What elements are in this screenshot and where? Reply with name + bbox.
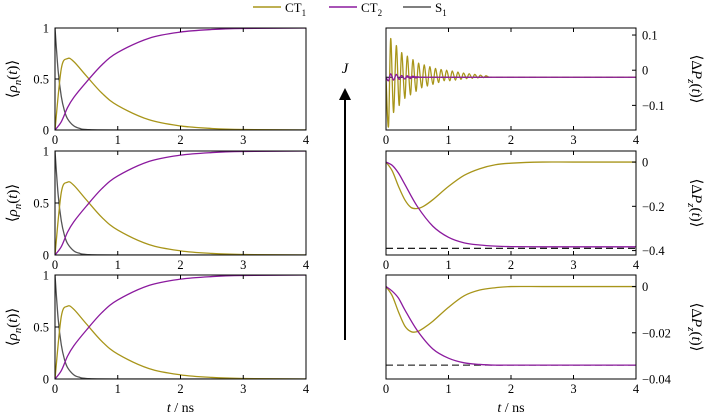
arrow-label: J [342,61,350,77]
y-tick-label: −0.1 [642,99,665,113]
legend-label: S1 [435,0,447,18]
y-axis-label: ⟨ρn(t)⟩ [5,184,24,223]
series-line-ct2 [386,73,636,82]
y-tick-label: −0.04 [642,373,672,387]
panel-left-bottom: 0 1 2 3 4 0 0.5 1 ⟨ρn(t)⟩ t / ns [5,269,310,417]
y-axis-label: ⟨ΔPz(t)⟩ [685,179,704,228]
axes-frame [385,150,637,256]
y-tick-label: 0 [43,249,49,263]
series-line-ct2 [386,161,636,248]
legend-item-s1: S1 [403,0,447,18]
x-tick-label: 4 [633,382,640,396]
x-tick-label: 3 [240,258,246,272]
x-tick-label: 3 [570,133,576,147]
x-tick-label: 1 [445,382,451,396]
axes-frame [385,274,637,380]
x-tick-label: 0 [383,258,389,272]
series-line-s1 [55,28,306,130]
y-tick-label: 0 [642,156,648,170]
x-tick-label: 4 [303,133,310,147]
x-tick-label: 2 [177,133,183,147]
series-line-ct1 [55,57,306,130]
panels: 0 1 2 3 400.51⟨ρn(t)⟩0 1 2 3 400.51⟨ρn(t)⟩0 1 2 3 40… [5,22,704,417]
x-tick-label: 4 [303,258,310,272]
x-tick-label: 1 [115,382,121,396]
x-tick-label: 0 [52,258,58,272]
panel-right-middle: 0 1 2 3 4 0 −0.2 −0.4 ⟨ΔPz(t)⟩ [383,150,704,272]
x-tick-label: 4 [303,382,310,396]
x-tick-label: 3 [570,382,576,396]
coupling-arrow: J [339,61,351,340]
series-line-ct2 [55,275,306,379]
legend-label: CT1 [285,0,306,18]
series-line-ct1 [55,305,306,379]
x-tick-label: 3 [240,382,246,396]
y-tick-label: 0.5 [33,197,49,211]
y-tick-label: −0.4 [642,244,665,258]
x-axis-label: t / ns [497,401,524,416]
legend: CT1 CT2 S1 [253,0,447,18]
x-tick-label: 4 [633,258,640,272]
panel-left-top: 0 1 2 3 4 0 0.5 1 ⟨ρn(t)⟩ [5,22,310,148]
series-line-ct2 [55,151,306,255]
axes-frame [54,150,307,256]
axes-frame [54,274,307,380]
y-axis-label: ⟨ρn(t)⟩ [5,308,24,347]
series-line-ct1 [386,285,636,333]
series-line-ct1 [386,161,636,210]
y-tick-label: 0 [642,280,648,294]
series-line-s1 [55,151,306,255]
y-tick-label: 1 [43,145,49,159]
legend-item-ct1: CT1 [253,0,306,18]
y-axis-label: ⟨ΔPz(t)⟩ [685,303,704,352]
panel-right-top: 0 1 2 3 4 0.1 0 −0.1 ⟨ΔPz(t)⟩ [383,27,704,147]
x-tick-label: 2 [508,133,514,147]
legend-item-ct2: CT2 [329,0,382,18]
series-line-ct1 [386,37,636,128]
y-tick-label: −0.02 [642,326,671,340]
y-tick-label: 0 [642,64,648,78]
panel-right-bottom: 0 1 2 3 4 0 −0.02 −0.04 ⟨ΔPz(t)⟩ t / ns [383,274,704,416]
axes-frame [385,27,637,131]
x-tick-label: 1 [115,133,121,147]
y-tick-label: 0.5 [33,321,49,335]
y-tick-label: 1 [43,269,49,283]
x-tick-label: 1 [445,133,451,147]
y-tick-label: 0.5 [33,73,49,87]
x-tick-label: 4 [633,133,640,147]
panel-left-middle: 0 1 2 3 4 0 0.5 1 ⟨ρn(t)⟩ [5,145,310,273]
axes-frame [54,27,307,131]
y-tick-label: 1 [43,22,49,36]
x-tick-label: 0 [383,133,389,147]
x-tick-label: 2 [508,258,514,272]
arrow-head [339,88,351,100]
x-tick-label: 1 [115,258,121,272]
x-tick-label: 3 [240,133,246,147]
series-line-ct2 [386,286,636,366]
x-tick-label: 1 [445,258,451,272]
series-line-ct1 [55,181,306,255]
legend-label: CT2 [361,0,382,18]
x-tick-label: 0 [52,133,58,147]
x-tick-label: 2 [177,258,183,272]
series-line-ct2 [55,28,306,130]
x-tick-label: 3 [570,258,576,272]
y-tick-label: 0 [43,124,49,138]
x-tick-label: 0 [52,382,58,396]
y-axis-label: ⟨ΔPz(t)⟩ [685,55,704,104]
x-tick-label: 2 [508,382,514,396]
x-tick-label: 2 [177,382,183,396]
x-tick-label: 0 [383,382,389,396]
x-axis-label: t / ns [167,401,194,416]
series-line-s1 [55,275,306,379]
y-tick-label: −0.2 [642,200,665,214]
y-tick-label: 0.1 [642,29,658,43]
y-axis-label: ⟨ρn(t)⟩ [5,60,24,99]
y-tick-label: 0 [43,373,49,387]
